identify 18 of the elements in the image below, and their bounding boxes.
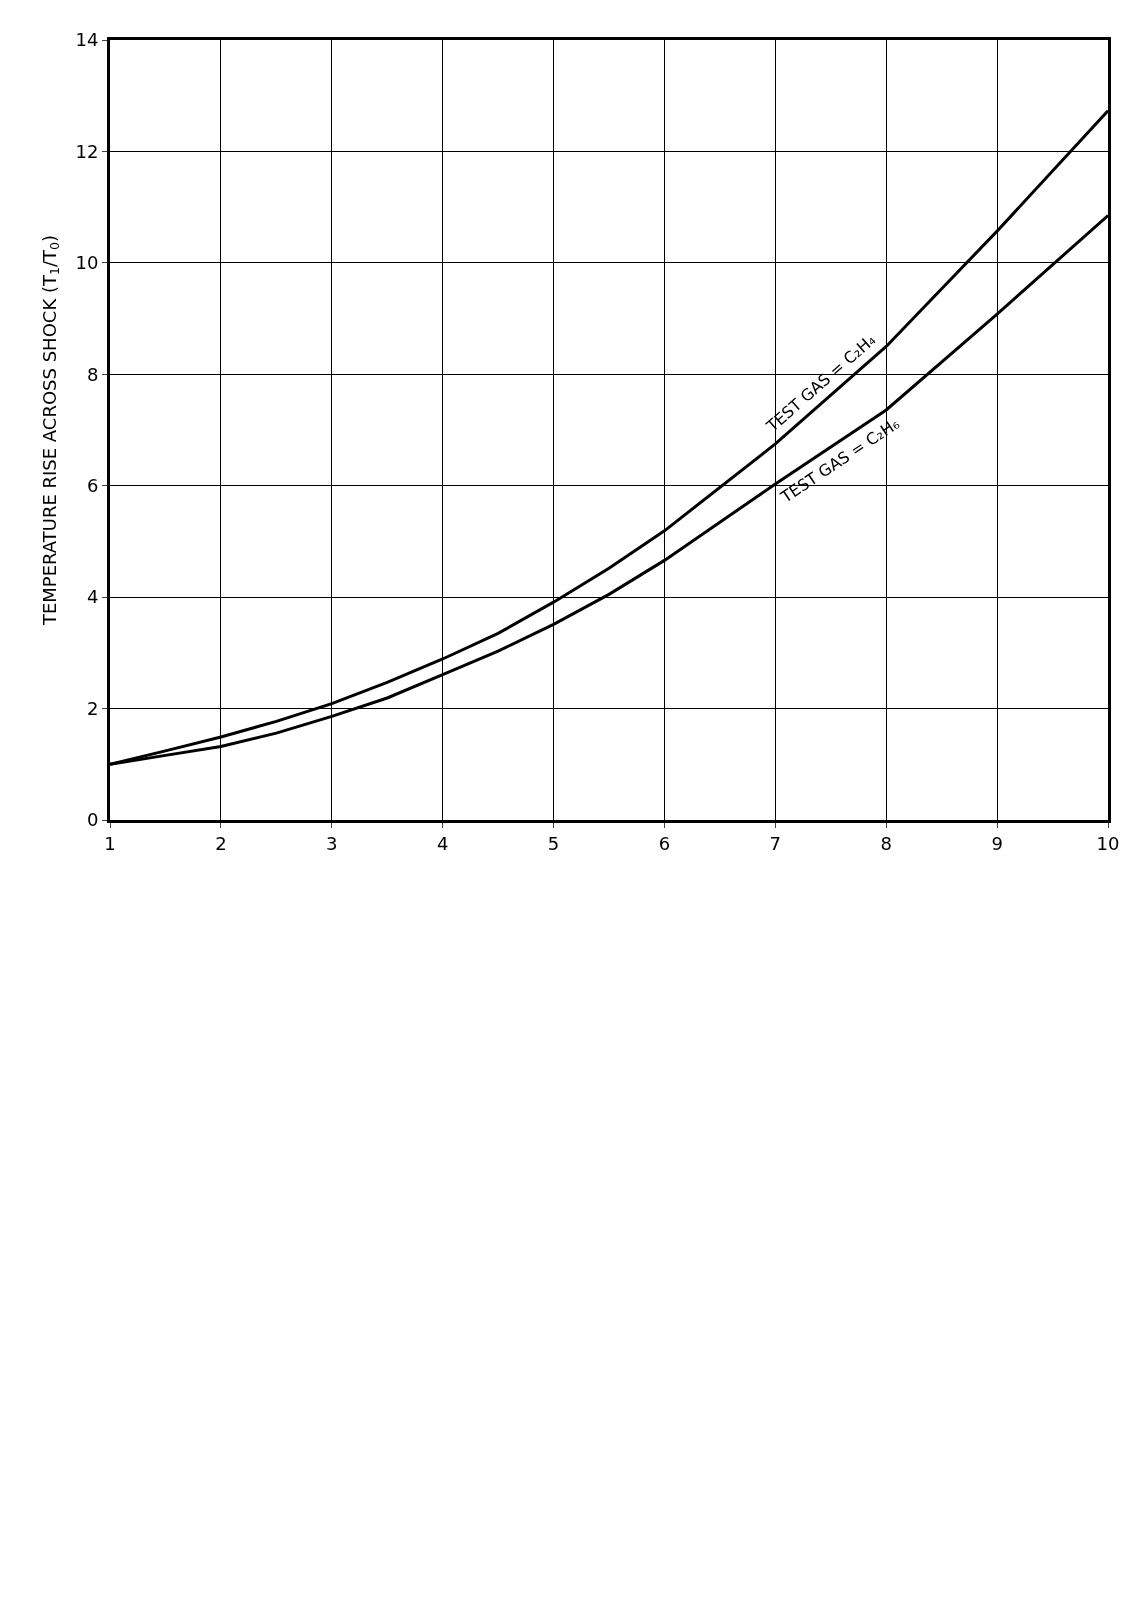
x-tick-label: 2 [215,832,227,854]
x-tick-label: 4 [436,832,449,854]
y-tick-label: 4 [86,586,99,608]
y-tick-label: 14 [75,29,99,51]
x-tick-label: 5 [547,832,560,854]
x-tick-label: 1 [104,832,116,854]
x-tick-label: 7 [769,832,782,854]
x-tick-label: 9 [991,832,1003,854]
y-tick-label: 0 [86,809,99,831]
x-tick-label: 8 [880,832,892,854]
y-tick-label: 2 [86,697,99,719]
y-tick-label: 10 [75,252,99,274]
x-tick-label: 10 [1096,832,1120,854]
x-tick-label: 6 [658,832,671,854]
y-tick-label: 12 [75,140,99,162]
x-tick-label: 3 [326,832,338,854]
y-tick-label: 8 [86,363,99,385]
y-tick-label: 6 [86,475,99,497]
